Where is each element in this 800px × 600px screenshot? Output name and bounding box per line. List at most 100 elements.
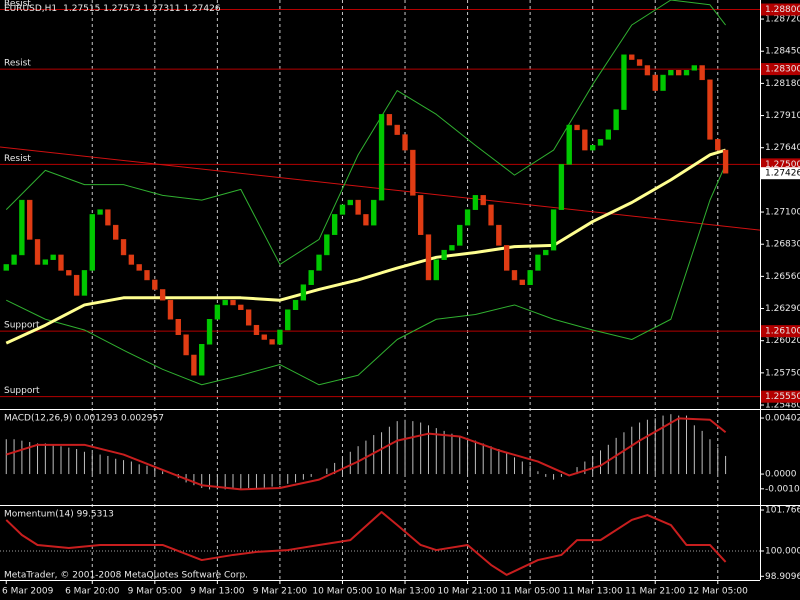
candle-body: [519, 279, 525, 285]
level-price-label: 1.26100: [765, 327, 800, 337]
indicator-line: [6, 164, 727, 386]
candle-body: [464, 209, 471, 226]
candle-body: [58, 254, 64, 271]
candle-body: [27, 199, 33, 240]
candle-body: [683, 70, 690, 76]
panel-title: MACD(12,26,9) 0.001293 0.002957: [4, 414, 164, 424]
candle-body: [550, 209, 557, 251]
y-tick-label: 1.27100: [765, 208, 800, 218]
candle-body: [417, 195, 424, 235]
candle-body: [582, 129, 588, 151]
candle-body: [652, 74, 658, 91]
candle-body: [691, 65, 697, 71]
candle-body: [97, 209, 103, 215]
candle-body: [105, 209, 111, 226]
candle-body: [19, 199, 25, 256]
candle-body: [238, 304, 244, 310]
candle-body: [66, 270, 72, 276]
candle-body: [378, 114, 385, 201]
y-tick-label: 1.27910: [765, 111, 800, 121]
candle-body: [660, 74, 666, 91]
candle-body: [425, 234, 432, 281]
candle-body: [597, 139, 604, 146]
candle-body: [535, 254, 541, 271]
candle-body: [496, 224, 502, 246]
candle-body: [511, 270, 518, 281]
candle-body: [128, 254, 135, 265]
candle-body: [34, 239, 41, 265]
current-price-label: 1.27426: [765, 169, 800, 179]
level-label: Resist: [4, 59, 31, 69]
candle-body: [394, 124, 400, 135]
candle-body: [590, 145, 596, 151]
candle-body: [206, 319, 213, 345]
level-label: Support: [4, 321, 40, 331]
y-tick-label: 1.27640: [765, 143, 800, 153]
candle-body: [629, 54, 635, 60]
candle-body: [300, 284, 307, 301]
x-tick-label: 11 Mar 13:00: [563, 587, 623, 597]
candle-body: [316, 254, 322, 271]
candle-body: [566, 124, 572, 165]
candle-body: [636, 59, 643, 66]
candle-body: [488, 204, 494, 226]
candle-body: [472, 195, 479, 210]
candle-body: [613, 109, 619, 131]
level-price-box: [761, 3, 800, 16]
current-price-box: [761, 167, 800, 180]
candle-body: [480, 195, 486, 206]
y-tick-label: 0.004022: [765, 414, 800, 424]
indicator-line: [5, 0, 726, 265]
candle-body: [676, 70, 682, 76]
candle-body: [605, 129, 611, 140]
candle-body: [230, 299, 236, 306]
panel-title: Momentum(14) 99.5313: [4, 510, 114, 520]
candle-body: [144, 270, 150, 281]
y-tick-label: 0.0000: [765, 470, 797, 480]
candle-body: [285, 309, 291, 331]
y-tick-label: 1.26020: [765, 336, 800, 346]
candle-body: [183, 334, 189, 356]
y-tick-label: -0.00106: [765, 484, 800, 494]
candle-body: [574, 124, 580, 131]
y-tick-label: 1.26830: [765, 240, 800, 250]
candle-body: [136, 264, 142, 271]
candle-body: [277, 329, 283, 345]
candle-body: [457, 224, 463, 246]
candle-body: [668, 70, 674, 76]
candle-body: [89, 214, 95, 271]
candle-body: [261, 334, 267, 340]
candle-body: [621, 54, 627, 110]
x-tick-label: 10 Mar 21:00: [438, 587, 498, 597]
level-price-box: [761, 325, 800, 338]
candle-body: [503, 245, 510, 271]
candle-body: [441, 249, 447, 260]
x-tick-label: 10 Mar 05:00: [312, 587, 372, 597]
level-label: Resist: [4, 0, 31, 9]
y-tick-label: 1.28720: [765, 15, 800, 25]
y-tick-label: 1.26560: [765, 272, 800, 282]
candle-body: [715, 139, 721, 151]
candle-body: [339, 204, 346, 215]
candle-body: [245, 309, 252, 326]
candle-body: [152, 279, 158, 290]
y-tick-label: 1.25480: [765, 401, 800, 411]
candle-body: [707, 79, 713, 140]
level-price-box: [761, 63, 800, 76]
ohlc: 1.27515 1.27573 1.27311 1.27426: [63, 4, 221, 14]
candle-body: [449, 245, 455, 251]
candle-body: [253, 324, 260, 335]
level-label: Resist: [4, 154, 31, 164]
x-tick-label: 9 Mar 13:00: [190, 587, 245, 597]
candle-body: [269, 339, 275, 345]
x-tick-label: 6 Mar 20:00: [65, 587, 120, 597]
level-price-box: [761, 390, 800, 403]
candle-body: [222, 299, 228, 306]
candle-body: [371, 199, 377, 226]
level-price-label: 1.28800: [765, 5, 800, 15]
y-tick-label: 101.766: [765, 506, 800, 516]
plot-layer: [0, 0, 761, 576]
candle-body: [363, 214, 369, 226]
symbol: EURUSD,H1: [4, 4, 57, 14]
